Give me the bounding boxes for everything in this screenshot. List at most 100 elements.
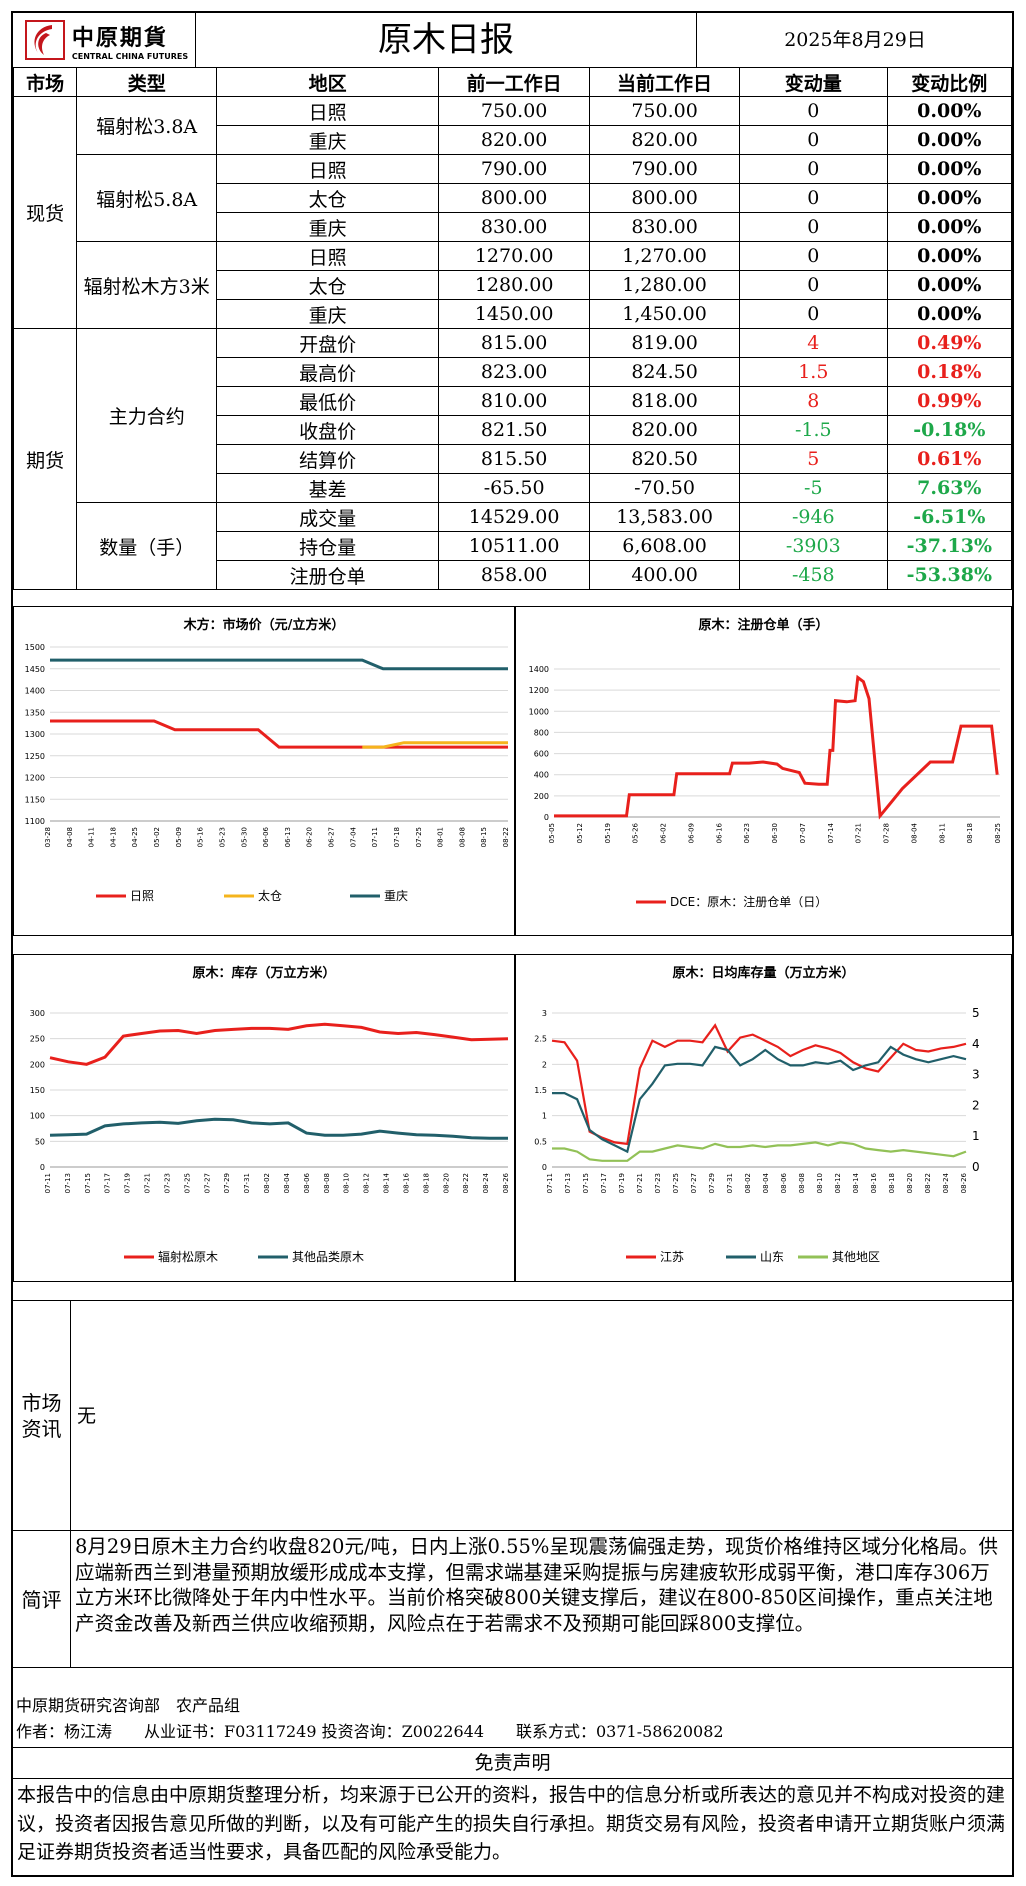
x-tick-label: 08-04 <box>762 1172 770 1193</box>
x-tick-label: 08-16 <box>402 1172 410 1193</box>
region-cell: 成交量 <box>216 502 440 532</box>
prev-value-cell: 14529.00 <box>438 502 591 532</box>
y-tick-label: 1350 <box>25 708 45 717</box>
curr-value-cell: -70.50 <box>589 473 740 503</box>
type-cell: 辐射松3.8A <box>76 96 218 155</box>
y-right-tick-label: 0 <box>972 1160 980 1174</box>
change-cell: 0 <box>738 270 888 300</box>
change-pct-cell: 0.00% <box>886 212 1013 242</box>
change-cell: 1.5 <box>738 357 888 387</box>
x-tick-label: 07-04 <box>349 826 357 847</box>
y-tick-label: 800 <box>534 728 549 737</box>
curr-value-cell: 819.00 <box>589 328 740 358</box>
region-cell: 最低价 <box>216 386 440 416</box>
x-tick-label: 07-17 <box>104 1173 112 1193</box>
x-tick-label: 08-20 <box>442 1173 450 1193</box>
change-cell: 4 <box>738 328 888 358</box>
x-tick-label: 05-30 <box>240 827 248 847</box>
y-tick-label: 1.5 <box>534 1086 547 1095</box>
change-pct-cell: 0.00% <box>886 270 1013 300</box>
y-tick-label: 1300 <box>25 730 45 739</box>
change-cell: -1.5 <box>738 415 888 445</box>
change-cell: -946 <box>738 502 888 532</box>
region-cell: 基差 <box>216 473 440 503</box>
y-tick-label: 0.5 <box>534 1137 547 1146</box>
author-info: 作者：杨江涛 从业证书：F03117249 投资咨询：Z0022644 联系方式… <box>16 1722 724 1741</box>
prev-value-cell: 830.00 <box>438 212 591 242</box>
x-tick-label: 06-06 <box>262 826 270 847</box>
x-tick-label: 07-14 <box>827 822 835 843</box>
y-right-tick-label: 4 <box>972 1037 980 1051</box>
change-pct-cell: 0.18% <box>886 357 1013 387</box>
legend-label: 日照 <box>130 889 154 903</box>
logo-english-name: CENTRAL CHINA FUTURES <box>71 51 189 61</box>
change-pct-cell: 0.99% <box>886 386 1013 416</box>
table-row: 最低价 810.00 818.00 8 0.99% <box>14 386 1013 416</box>
region-cell: 日照 <box>216 96 440 126</box>
x-tick-label: 08-15 <box>480 827 488 847</box>
region-cell: 结算价 <box>216 444 440 474</box>
y-right-tick-label: 2 <box>972 1098 980 1112</box>
change-pct-cell: 7.63% <box>886 473 1013 503</box>
x-tick-label: 08-02 <box>263 1173 271 1193</box>
change-pct-cell: 0.49% <box>886 328 1013 358</box>
x-tick-label: 07-25 <box>183 1173 191 1193</box>
series-line-0 <box>50 719 508 749</box>
logo-box: 中原期貨 CENTRAL CHINA FUTURES <box>13 13 196 67</box>
table-row: 太仓 800.00 800.00 0 0.00% <box>14 183 1013 213</box>
x-tick-label: 04-18 <box>109 827 117 847</box>
change-pct-cell: 0.00% <box>886 154 1013 184</box>
column-header: 变动比例 <box>886 67 1013 97</box>
y-right-tick-label: 1 <box>972 1129 980 1143</box>
prev-value-cell: 815.50 <box>438 444 591 474</box>
x-tick-label: 05-12 <box>576 823 584 843</box>
region-cell: 注册仓单 <box>216 560 440 590</box>
table-row: 数量（手） 成交量 14529.00 13,583.00 -946 -6.51% <box>14 502 1013 590</box>
prev-value-cell: 821.50 <box>438 415 591 445</box>
x-tick-label: 07-13 <box>64 1173 72 1193</box>
author-section: 中原期货研究咨询部 农产品组 作者：杨江涛 从业证书：F03117249 投资咨… <box>13 1667 1012 1748</box>
chart-wood-square-price: 木方：市场价（元/立方米） 1500 1450 1400 1350 1300 1250 120… <box>13 606 515 936</box>
curr-value-cell: 1,450.00 <box>589 299 740 329</box>
curr-value-cell: 13,583.00 <box>589 502 740 532</box>
series-line-2 <box>50 658 508 671</box>
legend-label: 其他地区 <box>832 1250 880 1264</box>
x-tick-label: 07-27 <box>690 1173 698 1193</box>
change-cell: 8 <box>738 386 888 416</box>
prev-value-cell: 1270.00 <box>438 241 591 271</box>
x-tick-label: 08-26 <box>960 1172 968 1193</box>
report-page: 中原期貨 CENTRAL CHINA FUTURES 原木日报 2025年8月2… <box>11 11 1014 1877</box>
table-row: 重庆 820.00 820.00 0 0.00% <box>14 125 1013 155</box>
y-right-tick-label: 3 <box>972 1068 980 1082</box>
x-tick-label: 08-22 <box>462 1173 470 1193</box>
y-tick-label: 1250 <box>25 752 45 761</box>
column-header: 市场 <box>12 67 78 97</box>
change-cell: -5 <box>738 473 888 503</box>
change-cell: 0 <box>738 212 888 242</box>
curr-value-cell: 824.50 <box>589 357 740 387</box>
market-cell: 期货 <box>12 328 78 590</box>
change-cell: -458 <box>738 560 888 590</box>
y-tick-label: 1200 <box>529 686 549 695</box>
y-tick-label: 1400 <box>529 665 549 674</box>
change-pct-cell: 0.61% <box>886 444 1013 474</box>
change-pct-cell: 0.00% <box>886 125 1013 155</box>
chart-title: 木方：市场价（元/立方米） <box>183 617 345 633</box>
y-tick-label: 600 <box>534 750 549 759</box>
market-info-text: 无 <box>77 1405 97 1427</box>
x-tick-label: 07-21 <box>144 1173 152 1193</box>
change-pct-cell: -53.38% <box>886 560 1013 590</box>
x-tick-label: 03-28 <box>44 827 52 847</box>
curr-value-cell: 790.00 <box>589 154 740 184</box>
region-cell: 重庆 <box>216 125 440 155</box>
chart-title: 原木：注册仓单（手） <box>698 617 828 633</box>
legend-label: 山东 <box>760 1250 784 1264</box>
x-tick-label: 08-18 <box>422 1173 430 1193</box>
x-tick-label: 07-23 <box>654 1173 662 1193</box>
x-tick-label: 08-08 <box>798 1173 806 1193</box>
y-tick-label: 0 <box>544 813 549 822</box>
y-tick-label: 50 <box>35 1137 45 1146</box>
change-pct-cell: -37.13% <box>886 531 1013 561</box>
x-tick-label: 07-18 <box>393 827 401 847</box>
x-tick-label: 07-21 <box>636 1173 644 1193</box>
